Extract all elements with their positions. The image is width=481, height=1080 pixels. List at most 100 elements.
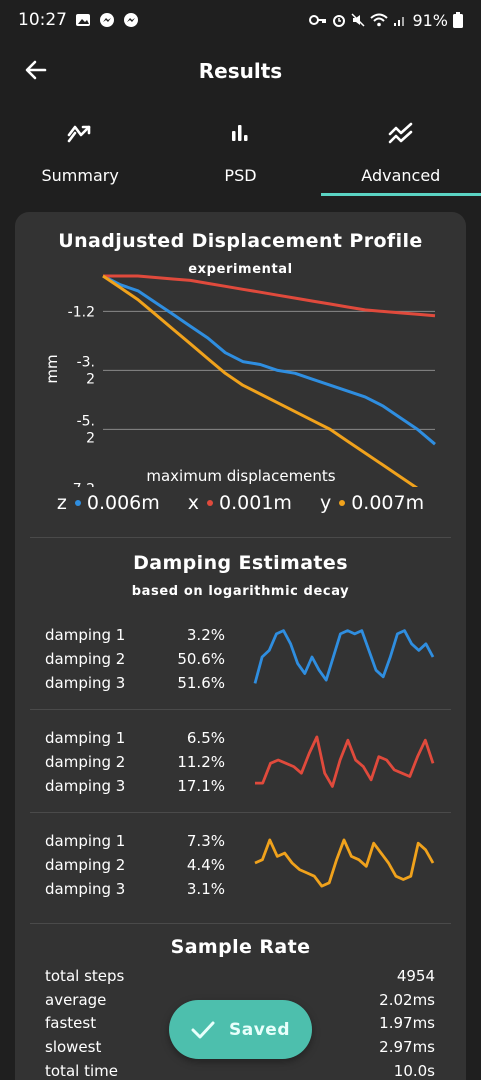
legend-item-y: y 0.007m [320, 492, 424, 514]
sample-rate-title: Sample Rate [170, 936, 311, 958]
divider [30, 709, 451, 710]
damping-label: damping 1 [45, 626, 126, 644]
damping-value: 51.6% [177, 674, 225, 692]
damping-subtitle: based on logarithmic decay [131, 584, 350, 599]
rate-label: total steps [45, 967, 125, 985]
series-line-z [102, 274, 436, 446]
sample-rate-row: total steps 4954 [45, 967, 435, 985]
rate-label: total time [45, 1062, 118, 1080]
y-tick-label: -3. 2 [77, 354, 95, 387]
tab-advanced[interactable]: Advanced [320, 102, 481, 196]
damping-row: damping 2 11.2% [45, 753, 225, 771]
legend-value-z: 0.006m [86, 492, 160, 514]
damping-block-y: damping 1 7.3% damping 2 4.4% damping 3 3.1… [15, 826, 466, 926]
damping-value: 50.6% [177, 650, 225, 668]
results-card: Unadjusted Displacement Profile experime… [15, 212, 466, 1080]
rate-value: 2.02ms [379, 991, 435, 1009]
status-bar: 10:27 91% [0, 0, 481, 40]
rate-value: 2.97ms [379, 1038, 435, 1056]
battery-percent: 91% [412, 10, 448, 30]
legend-dot-x [207, 500, 214, 506]
damping-value: 3.2% [186, 626, 225, 644]
damping-value: 11.2% [177, 753, 225, 771]
legend-dot-z [74, 500, 81, 506]
summary-icon [65, 118, 95, 148]
damping-block-x: damping 1 6.5% damping 2 11.2% damping 3 17… [15, 723, 466, 823]
gallery-icon [76, 14, 90, 26]
active-tab-indicator [320, 193, 481, 196]
y-tick-label: -5. 2 [77, 413, 95, 446]
tab-bar: Summary PSD Advanced [0, 102, 481, 196]
damping-value: 17.1% [177, 777, 225, 795]
damping-row: damping 1 7.3% [45, 832, 225, 850]
saved-toast[interactable]: Saved [169, 1000, 312, 1059]
sample-rate-row: fastest 1.97ms [45, 1014, 435, 1032]
rate-label: slowest [45, 1038, 102, 1056]
y-tick-label: -1.2 [68, 304, 95, 320]
damping-value: 3.1% [186, 880, 225, 898]
app-bar: Results [0, 40, 481, 102]
damping-value: 7.3% [186, 832, 225, 850]
profile-subtitle: experimental [188, 262, 293, 277]
tab-summary[interactable]: Summary [0, 102, 160, 196]
damping-row: damping 2 50.6% [45, 650, 225, 668]
key-icon [309, 15, 327, 25]
battery-icon [453, 12, 463, 28]
divider [30, 812, 451, 813]
wifi-icon [370, 13, 389, 27]
damping-sparkline-y [254, 838, 435, 888]
sparkline-path [254, 838, 435, 888]
sparkline-path [253, 629, 435, 684]
legend-item-x: x 0.001m [188, 492, 292, 514]
profile-title: Unadjusted Displacement Profile [58, 230, 423, 252]
signal-icon [394, 17, 405, 26]
damping-row: damping 1 3.2% [45, 626, 225, 644]
chart-legend: z 0.006m x 0.001m y 0.007m [15, 492, 466, 514]
divider [30, 537, 451, 538]
damping-value: 6.5% [186, 729, 225, 747]
legend-axis-y: y [319, 492, 332, 514]
back-arrow-icon [25, 60, 47, 80]
y-axis-label: mm [43, 354, 61, 383]
legend-value-y: 0.007m [351, 492, 425, 514]
toast-label: Saved [229, 1019, 290, 1040]
x-axis-label: maximum displacements [146, 467, 335, 485]
advanced-icon [386, 118, 416, 148]
sparkline-path [255, 735, 435, 788]
legend-value-x: 0.001m [219, 492, 292, 514]
rate-value: 10.0s [393, 1062, 435, 1080]
damping-sparkline-x [255, 735, 435, 788]
tab-psd[interactable]: PSD [160, 102, 320, 196]
damping-row: damping 1 6.5% [45, 729, 225, 747]
legend-dot-y [339, 500, 346, 506]
y-tick-label: -7.2 [68, 481, 95, 487]
back-button[interactable] [20, 54, 52, 86]
damping-row: damping 2 4.4% [45, 856, 225, 874]
damping-label: damping 2 [45, 650, 126, 668]
rate-value: 1.97ms [379, 1014, 435, 1032]
legend-axis-x: x [187, 492, 200, 514]
damping-label: damping 2 [45, 753, 126, 771]
sample-rate-row: total time 10.0s [45, 1062, 435, 1080]
status-time: 10:27 [18, 10, 67, 30]
damping-label: damping 3 [45, 880, 126, 898]
sample-rate-row: average 2.02ms [45, 991, 435, 1009]
damping-row: damping 3 3.1% [45, 880, 225, 898]
rate-label: average [45, 991, 107, 1009]
divider [30, 923, 451, 924]
mute-icon [351, 13, 365, 27]
damping-row: damping 3 51.6% [45, 674, 225, 692]
damping-label: damping 3 [45, 674, 126, 692]
damping-title: Damping Estimates [133, 552, 348, 574]
damping-label: damping 2 [45, 856, 126, 874]
messenger-icon [124, 13, 138, 27]
damping-label: damping 3 [45, 777, 126, 795]
damping-block-z: damping 1 3.2% damping 2 50.6% damping 3 51… [15, 620, 466, 720]
legend-axis-z: z [56, 492, 67, 514]
alarm-icon [333, 15, 346, 27]
messenger-icon [100, 13, 114, 27]
tab-psd-label: PSD [224, 166, 257, 185]
damping-row: damping 3 17.1% [45, 777, 225, 795]
page-title: Results [198, 59, 283, 83]
sample-rate-row: slowest 2.97ms [45, 1038, 435, 1056]
